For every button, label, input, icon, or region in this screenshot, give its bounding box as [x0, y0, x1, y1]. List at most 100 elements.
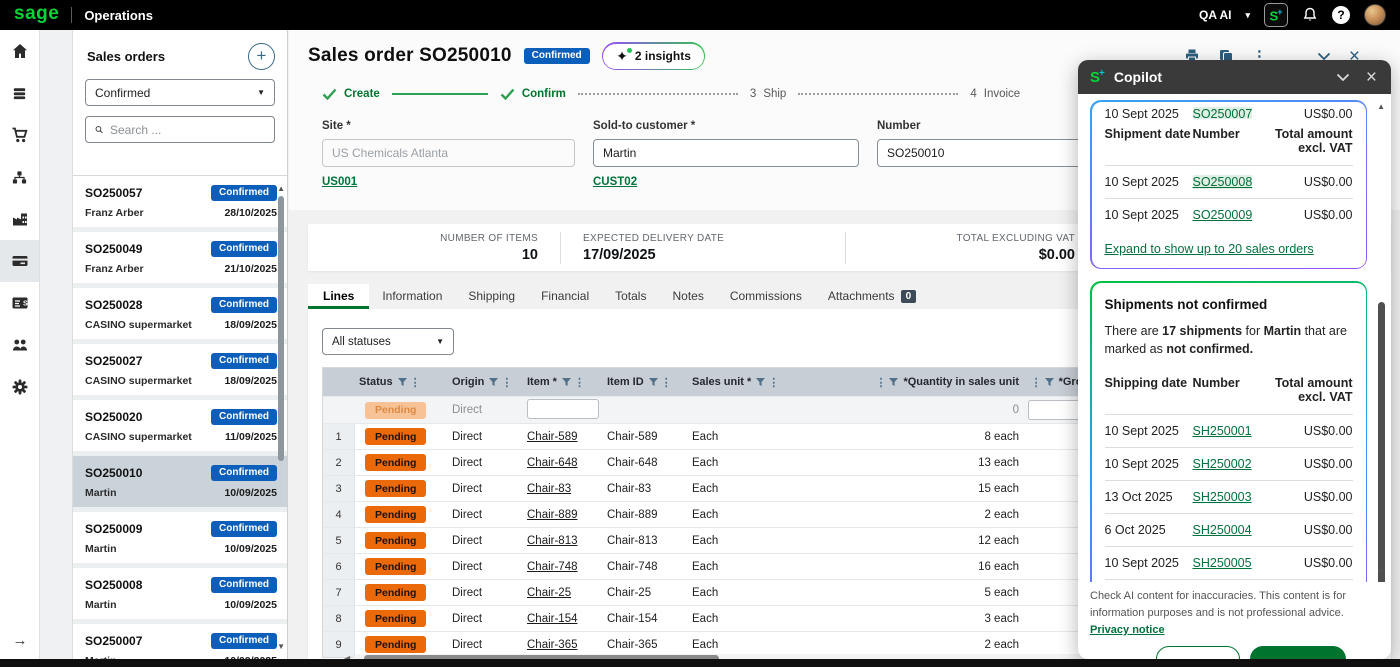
- customer-field[interactable]: [593, 139, 859, 167]
- order-link[interactable]: SO250008: [1193, 175, 1253, 189]
- customer-code-link[interactable]: CUST02: [593, 176, 637, 188]
- notifications-bell-icon[interactable]: [1302, 7, 1318, 23]
- table-row[interactable]: 8 Pending Direct Chair-154 Chair-154 Eac…: [323, 605, 1196, 631]
- filter-icon[interactable]: [649, 378, 658, 387]
- item-link[interactable]: Chair-889: [527, 509, 578, 521]
- filter-icon[interactable]: [756, 378, 765, 387]
- order-list-item[interactable]: SO250020Confirmed CASINO supermarket11/0…: [73, 400, 287, 451]
- nav-organization[interactable]: [0, 156, 39, 198]
- tab-totals[interactable]: Totals: [602, 283, 659, 309]
- tab-financial[interactable]: Financial: [528, 283, 602, 309]
- list-scrollbar[interactable]: ▲ ▼: [277, 182, 285, 653]
- item-input[interactable]: [527, 399, 599, 419]
- item-link[interactable]: Chair-365: [527, 639, 578, 651]
- shipment-link[interactable]: SH250004: [1193, 523, 1252, 537]
- copilot-scrollbar[interactable]: ▲ ▼: [1376, 134, 1386, 568]
- tab-shipping[interactable]: Shipping: [455, 283, 528, 309]
- filter-icon[interactable]: [398, 378, 407, 387]
- nav-settings[interactable]: [0, 366, 39, 408]
- order-link[interactable]: SO250007: [1193, 107, 1253, 119]
- tab-lines[interactable]: Lines: [308, 284, 369, 309]
- order-list-item[interactable]: SO250009Confirmed Martin10/09/2025: [73, 512, 287, 563]
- column-menu-icon[interactable]: ⋮: [768, 376, 779, 389]
- column-menu-icon[interactable]: ⋮: [1031, 376, 1042, 389]
- column-menu-icon[interactable]: ⋮: [875, 376, 886, 389]
- shipment-link[interactable]: SH250001: [1193, 424, 1252, 438]
- help-icon[interactable]: ?: [1332, 6, 1350, 24]
- filter-icon[interactable]: [889, 378, 898, 387]
- secondary-action-button[interactable]: [1156, 646, 1240, 659]
- table-row[interactable]: 6 Pending Direct Chair-748 Chair-748 Eac…: [323, 553, 1196, 579]
- scroll-up-icon[interactable]: ▲: [277, 184, 285, 193]
- item-link[interactable]: Chair-589: [527, 431, 578, 443]
- nav-lists[interactable]: [0, 72, 39, 114]
- order-list-item[interactable]: SO250049Confirmed Franz Arber21/10/2025: [73, 232, 287, 283]
- tab-commissions[interactable]: Commissions: [717, 283, 815, 309]
- table-row[interactable]: 7 Pending Direct Chair-25 Chair-25 Each …: [323, 579, 1196, 605]
- primary-action-button[interactable]: [1250, 646, 1346, 659]
- nav-sales[interactable]: [0, 240, 39, 282]
- order-list-item[interactable]: SO250007Confirmed Martin10/09/2025: [73, 624, 287, 659]
- amount: US$0.00: [1267, 424, 1353, 438]
- line-status-filter[interactable]: All statuses ▼: [322, 328, 454, 355]
- shipment-link[interactable]: SH250002: [1193, 457, 1252, 471]
- order-search-box[interactable]: [85, 116, 275, 143]
- close-copilot-icon[interactable]: ×: [1366, 68, 1377, 87]
- filter-icon[interactable]: [562, 378, 571, 387]
- tab-attachments[interactable]: Attachments0: [815, 283, 929, 309]
- column-menu-icon[interactable]: ⋮: [410, 376, 421, 389]
- order-list-item[interactable]: SO250057Confirmed Franz Arber28/10/2025: [73, 176, 287, 227]
- expand-rail-arrow[interactable]: →: [0, 632, 40, 649]
- user-menu[interactable]: QA AI ▾: [1199, 8, 1250, 22]
- add-order-button[interactable]: +: [248, 43, 275, 70]
- nav-home[interactable]: [0, 30, 39, 72]
- table-row[interactable]: 5 Pending Direct Chair-813 Chair-813 Eac…: [323, 527, 1196, 553]
- order-list-item[interactable]: SO250028Confirmed CASINO supermarket18/0…: [73, 288, 287, 339]
- item-link[interactable]: Chair-154: [527, 613, 578, 625]
- scrollbar-thumb[interactable]: [278, 196, 284, 461]
- insight-table-row: 6 Oct 2025 SH250004 US$0.00: [1105, 513, 1353, 546]
- site-code-link[interactable]: US001: [322, 176, 357, 188]
- table-row[interactable]: 1 Pending Direct Chair-589 Chair-589 Eac…: [323, 423, 1196, 449]
- tab-information[interactable]: Information: [369, 283, 455, 309]
- table-row[interactable]: 4 Pending Direct Chair-889 Chair-889 Eac…: [323, 501, 1196, 527]
- scroll-up-icon[interactable]: ▲: [1377, 102, 1385, 111]
- table-row[interactable]: 3 Pending Direct Chair-83 Chair-83 Each …: [323, 475, 1196, 501]
- order-list-item[interactable]: SO250008Confirmed Martin10/09/2025: [73, 568, 287, 619]
- item-link[interactable]: Chair-83: [527, 483, 571, 495]
- nav-production[interactable]: [0, 198, 39, 240]
- shipment-link[interactable]: SH250003: [1193, 490, 1252, 504]
- table-row[interactable]: 2 Pending Direct Chair-648 Chair-648 Eac…: [323, 449, 1196, 475]
- item-link[interactable]: Chair-813: [527, 535, 578, 547]
- item-link[interactable]: Chair-25: [527, 587, 571, 599]
- scrollbar-thumb[interactable]: [1378, 302, 1385, 582]
- item-link[interactable]: Chair-648: [527, 457, 578, 469]
- user-avatar[interactable]: [1364, 4, 1386, 26]
- shipment-date: 10 Sept 2025: [1105, 208, 1193, 222]
- nav-purchasing[interactable]: [0, 114, 39, 156]
- filter-icon[interactable]: [1045, 378, 1054, 387]
- insights-button[interactable]: ✦ 2 insights: [602, 42, 706, 70]
- copilot-app-button[interactable]: S+: [1264, 3, 1288, 27]
- nav-customers[interactable]: [0, 324, 39, 366]
- order-list-item-selected[interactable]: SO250010Confirmed Martin10/09/2025: [73, 456, 287, 507]
- column-menu-icon[interactable]: ⋮: [661, 376, 672, 389]
- shipment-link[interactable]: SH250005: [1193, 556, 1252, 570]
- scroll-down-icon[interactable]: ▼: [277, 642, 285, 651]
- order-list-item[interactable]: SO250027Confirmed CASINO supermarket18/0…: [73, 344, 287, 395]
- minimize-copilot-icon[interactable]: [1336, 73, 1350, 82]
- scroll-down-icon[interactable]: ▼: [1377, 567, 1385, 576]
- column-menu-icon[interactable]: ⋮: [501, 376, 512, 389]
- divider: [845, 232, 846, 264]
- order-link[interactable]: SO250009: [1193, 208, 1253, 222]
- search-input[interactable]: [110, 123, 265, 137]
- column-menu-icon[interactable]: ⋮: [574, 376, 585, 389]
- item-link[interactable]: Chair-748: [527, 561, 578, 573]
- privacy-notice-link[interactable]: Privacy notice: [1090, 624, 1165, 636]
- nav-invoicing[interactable]: S: [0, 282, 39, 324]
- tab-notes[interactable]: Notes: [659, 283, 716, 309]
- filter-icon[interactable]: [489, 378, 498, 387]
- status-filter-select[interactable]: Confirmed ▼: [85, 79, 275, 106]
- new-line-entry-row[interactable]: Pending Direct 0 $: [323, 396, 1196, 423]
- expand-sales-orders-link[interactable]: Expand to show up to 20 sales orders: [1105, 242, 1314, 256]
